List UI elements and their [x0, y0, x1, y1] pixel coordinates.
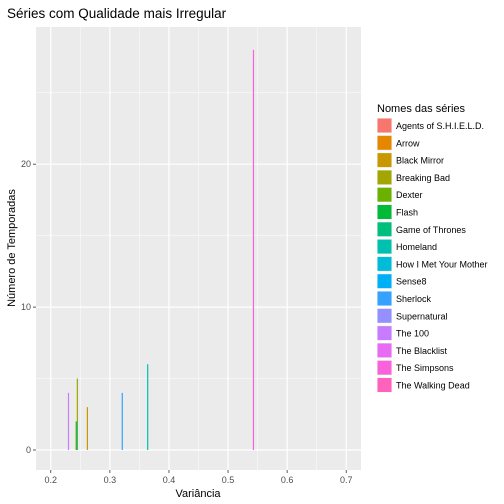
legend-swatch: [377, 274, 392, 289]
bar-homeland: [147, 364, 149, 450]
y-tick-label: 10: [21, 302, 31, 312]
legend-swatch: [377, 222, 392, 237]
legend-swatch: [377, 256, 392, 271]
legend-swatch: [377, 170, 392, 185]
legend-label: Dexter: [396, 190, 423, 200]
bars: [67, 49, 255, 450]
bar-the-simpsons: [252, 49, 255, 450]
x-tick-label: 0.2: [45, 475, 58, 485]
legend: Nomes das séries Agents of S.H.I.E.L.D. A…: [377, 103, 488, 393]
bar-sherlock: [121, 392, 123, 450]
legend-swatch: [377, 135, 392, 150]
legend-label: The Walking Dead: [396, 381, 470, 391]
legend-label: Flash: [396, 208, 418, 218]
x-tick-label: 0.3: [104, 475, 117, 485]
legend-swatch: [377, 187, 392, 202]
x-tick-label: 0.5: [222, 475, 235, 485]
chart-title: Séries com Qualidade mais Irregular: [7, 6, 227, 21]
legend-label: Agents of S.H.I.E.L.D.: [396, 121, 484, 131]
legend-label: Breaking Bad: [396, 173, 450, 183]
legend-label: How I Met Your Mother: [396, 259, 488, 269]
legend-label: Sense8: [396, 277, 427, 287]
bar-the-100: [67, 392, 70, 450]
legend-label: Supernatural: [396, 311, 448, 321]
y-axis-label: Número de Temporadas: [6, 189, 18, 307]
legend-swatch: [377, 326, 392, 341]
bar-breaking-bad: [76, 378, 78, 450]
legend-swatch: [377, 153, 392, 168]
legend-label: The Blacklist: [396, 346, 448, 356]
x-axis-ticks: 0.2 0.3 0.4 0.5 0.6 0.7: [45, 470, 353, 485]
legend-swatch: [377, 308, 392, 323]
y-tick-label: 20: [21, 159, 31, 169]
legend-swatch: [377, 343, 392, 358]
legend-label: The 100: [396, 329, 429, 339]
legend-swatch: [377, 360, 392, 375]
legend-swatch: [377, 118, 392, 133]
legend-swatch: [377, 239, 392, 254]
legend-swatch: [377, 291, 392, 306]
x-tick-label: 0.6: [281, 475, 294, 485]
legend-label: Homeland: [396, 242, 437, 252]
legend-label: The Simpsons: [396, 363, 454, 373]
legend-label: Game of Thrones: [396, 225, 466, 235]
y-tick-label: 0: [26, 445, 31, 455]
bar-game-of-thrones: [76, 421, 78, 450]
legend-swatch: [377, 205, 392, 219]
y-axis-ticks: 0 10 20: [21, 159, 36, 455]
legend-label: Sherlock: [396, 294, 432, 304]
bar-black-mirror: [86, 407, 89, 450]
x-axis-label: Variância: [175, 488, 221, 500]
x-tick-label: 0.4: [163, 475, 176, 485]
x-tick-label: 0.7: [340, 475, 353, 485]
legend-swatch: [377, 378, 392, 392]
legend-label: Arrow: [396, 138, 420, 148]
legend-label: Black Mirror: [396, 156, 444, 166]
gridlines: [36, 27, 361, 470]
legend-title: Nomes das séries: [377, 103, 466, 115]
